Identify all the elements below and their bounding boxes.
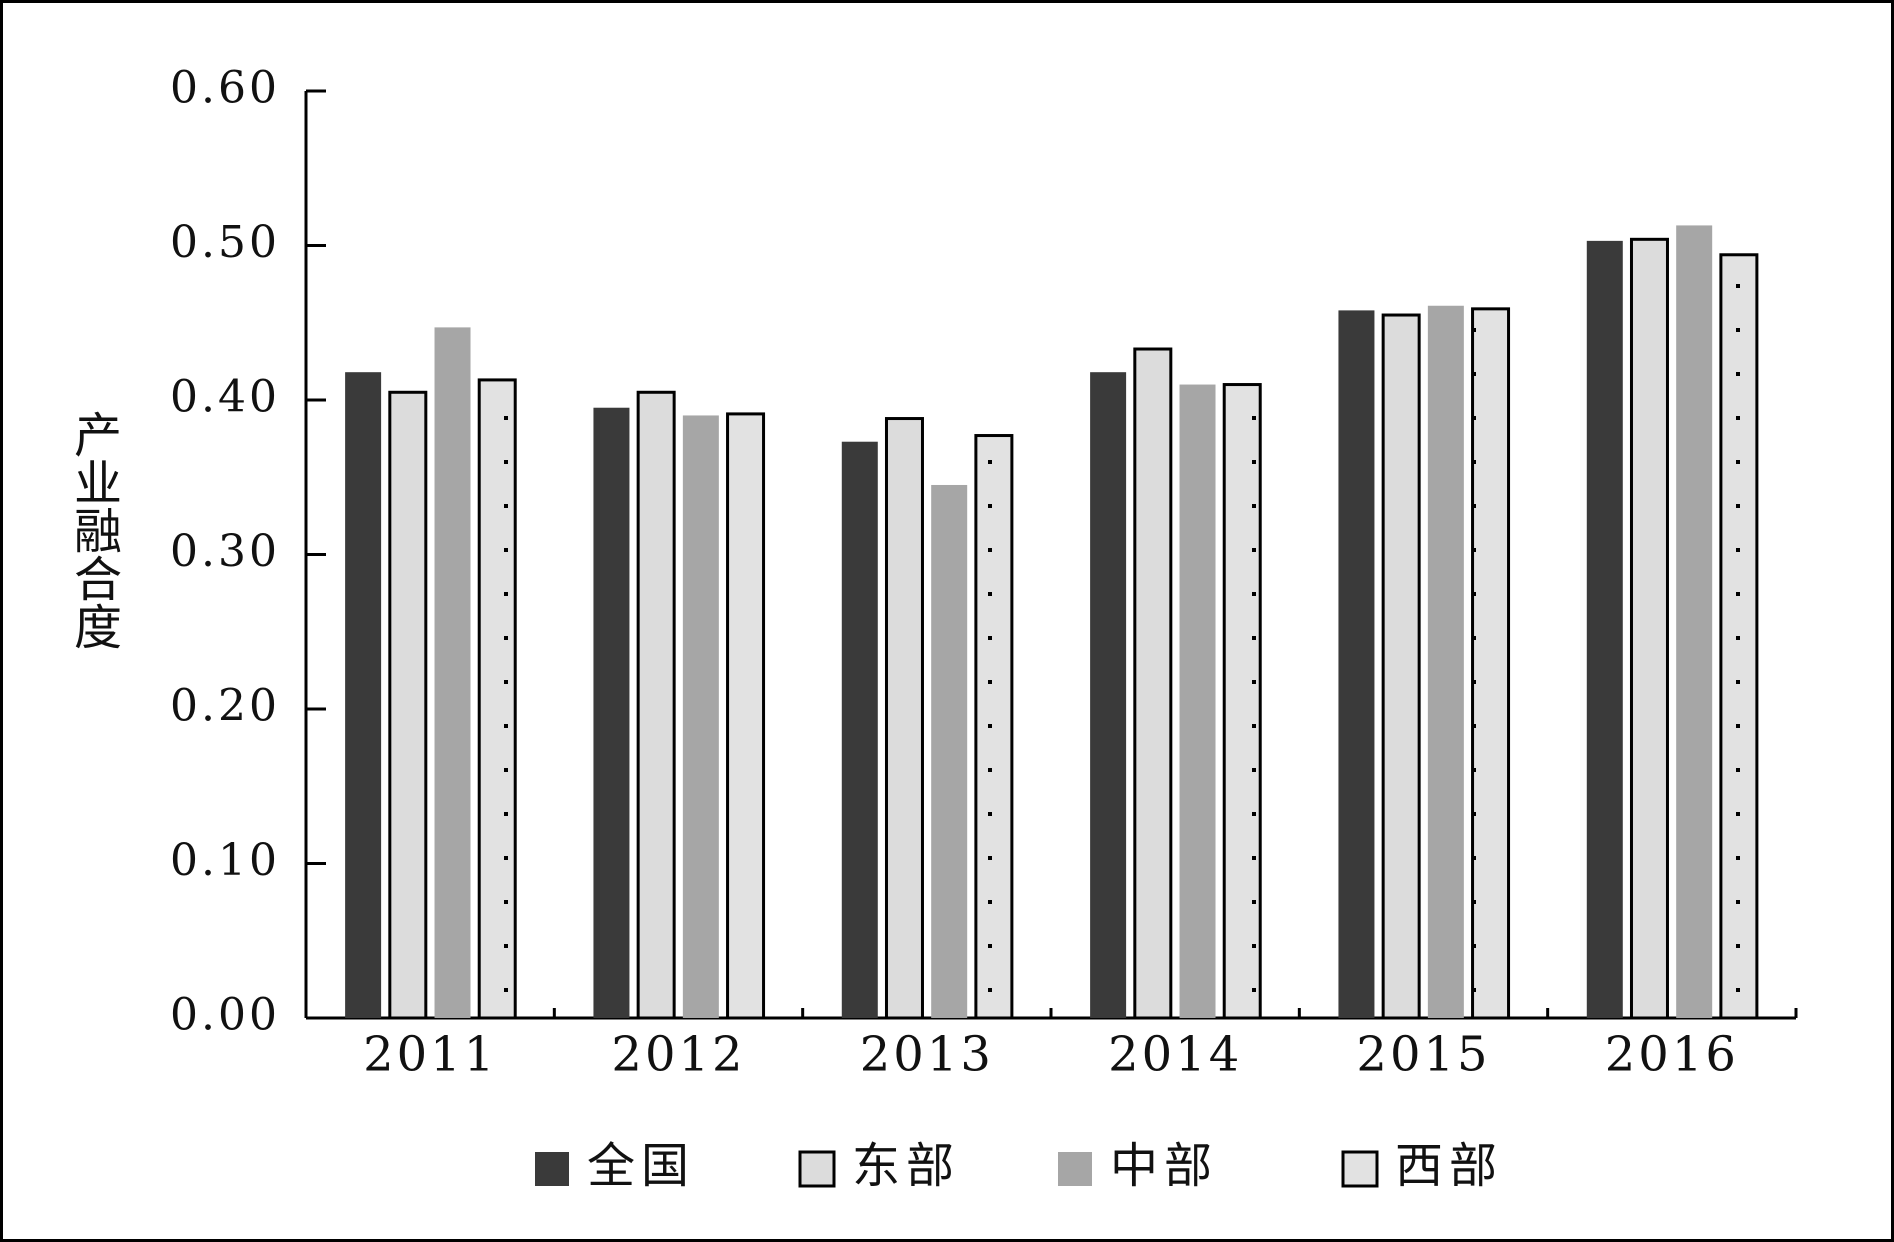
bar [434,327,471,1018]
legend-swatch [1058,1152,1092,1186]
bar [1133,347,1173,1020]
y-tick-label: 0.20 [170,681,280,732]
x-tick-label: 2012 [611,1027,745,1083]
legend-swatch [1341,1150,1379,1188]
bar [1719,253,1759,1020]
y-tick-label: 0.30 [170,526,280,577]
legend-swatch [535,1152,569,1186]
bar [974,434,1014,1020]
y-tick-label: 0.50 [170,217,280,268]
bar [477,378,517,1020]
legend-swatch [798,1150,836,1188]
bar [1179,384,1216,1018]
bar [931,484,968,1019]
bar [1629,237,1669,1020]
bar [841,441,878,1019]
y-tick-label: 0.60 [170,63,280,114]
bar [388,390,428,1020]
bar [1338,310,1375,1018]
bar [1676,225,1713,1019]
x-tick-label: 2011 [363,1027,497,1083]
y-tick-label: 0.00 [170,990,280,1041]
bar [1381,313,1421,1020]
legend-label: 西部 [1395,1138,1503,1194]
legend-label: 东部 [852,1138,960,1194]
x-tick-label: 2013 [860,1027,994,1083]
bar [345,372,382,1018]
bar [636,390,676,1020]
bar [884,417,924,1020]
bar [593,407,630,1019]
y-tick-label: 0.10 [170,835,280,886]
y-axis-label: 产业融合度 [65,410,121,650]
bar [1427,305,1464,1018]
y-tick-label: 0.40 [170,372,280,423]
bar [682,415,719,1018]
legend-label: 全国 [587,1138,695,1194]
bar [1222,383,1262,1020]
bar [1471,307,1511,1020]
x-tick-label: 2014 [1108,1027,1242,1083]
x-tick-label: 2016 [1605,1027,1739,1083]
x-tick-label: 2015 [1356,1027,1490,1083]
bar [1090,372,1127,1018]
legend-label: 中部 [1110,1138,1218,1194]
bar [726,412,766,1020]
bar [1586,240,1623,1019]
